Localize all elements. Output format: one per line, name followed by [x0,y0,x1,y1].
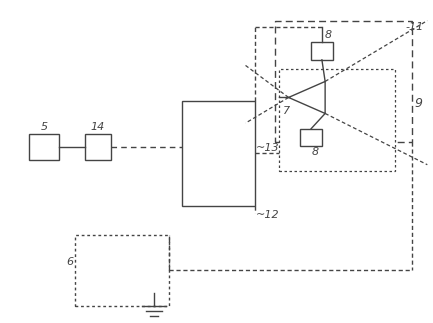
Text: 8: 8 [312,147,319,157]
Bar [275,21,412,142]
Bar [29,134,59,160]
Text: -11: -11 [406,22,424,32]
Text: ~13: ~13 [256,143,280,153]
Text: 9: 9 [414,97,423,110]
Bar [85,134,111,160]
Text: 5: 5 [41,122,48,132]
Text: 7: 7 [283,106,290,116]
Bar [182,101,255,206]
Text: ~12: ~12 [256,210,280,220]
Bar [301,129,322,146]
Text: 6: 6 [67,257,74,267]
Bar [311,42,333,60]
Text: 14: 14 [90,122,105,132]
Bar [279,68,395,171]
Bar [74,235,169,306]
Text: 8: 8 [325,30,332,40]
